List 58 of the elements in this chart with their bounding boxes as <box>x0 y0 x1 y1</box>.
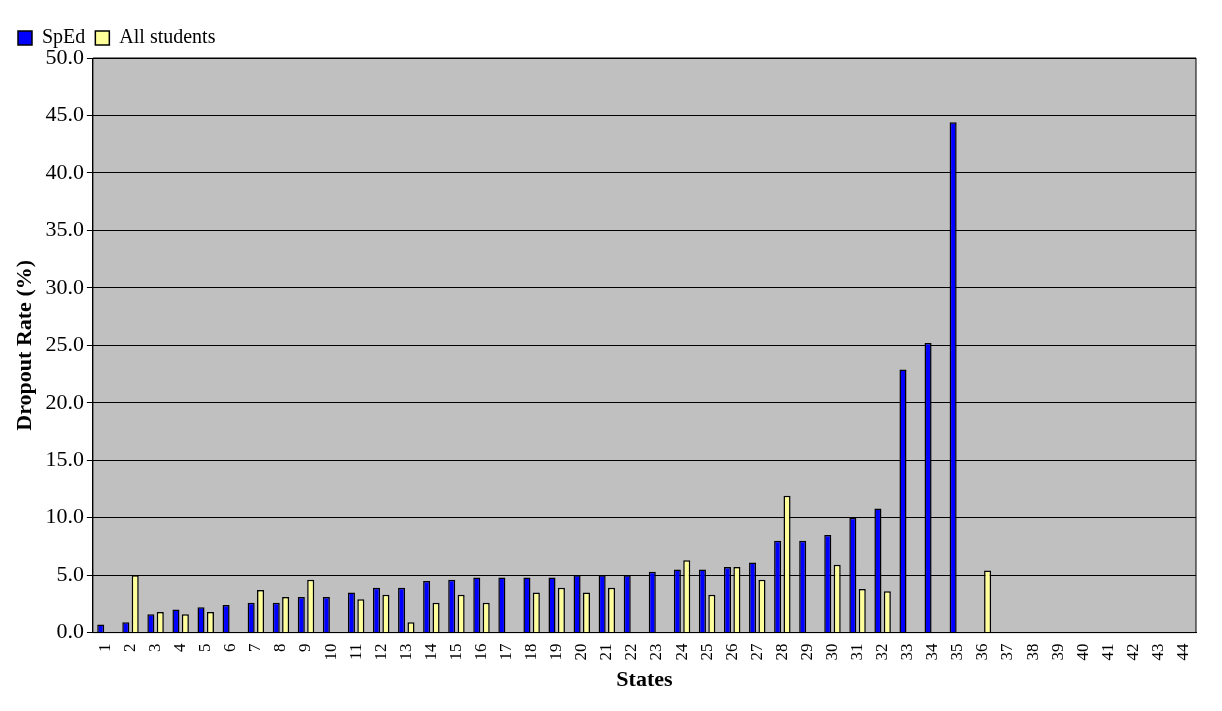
x-tick-label: 9 <box>295 643 315 653</box>
x-tick-label: 18 <box>521 643 541 661</box>
y-tick-label: 40.0 <box>45 158 84 184</box>
x-tick-label: 19 <box>546 643 566 661</box>
x-tick-label: 30 <box>821 643 841 661</box>
x-tick-label: 43 <box>1147 643 1167 661</box>
legend-label: SpEd <box>42 25 86 49</box>
x-tick-label: 24 <box>671 643 691 661</box>
x-tick-label: 10 <box>320 643 340 661</box>
x-tick-label: 14 <box>420 643 440 661</box>
x-tick-label: 20 <box>571 643 591 661</box>
x-tick-label: 22 <box>621 643 641 661</box>
x-tick-label: 37 <box>997 643 1017 661</box>
x-tick-label: 11 <box>345 643 365 660</box>
x-tick-label: 28 <box>771 643 791 661</box>
x-tick-label: 36 <box>972 643 992 661</box>
x-tick-label: 32 <box>872 643 892 661</box>
x-tick-label: 42 <box>1122 643 1142 661</box>
y-tick-label: 25.0 <box>45 331 84 357</box>
x-tick-label: 26 <box>721 643 741 661</box>
y-tick-label: 15.0 <box>45 446 84 471</box>
y-axis-title: Dropout Rate (%) <box>10 259 36 431</box>
x-tick-label: 15 <box>445 643 465 661</box>
x-tick-label: 4 <box>170 643 190 653</box>
x-tick-label: 5 <box>195 643 215 653</box>
y-tick-label: 0.0 <box>56 618 84 644</box>
y-tick-label: 20.0 <box>45 388 84 414</box>
legend-label: All students <box>119 25 216 48</box>
x-tick-label: 41 <box>1097 643 1117 661</box>
x-tick-label: 31 <box>847 643 867 661</box>
x-tick-label: 2 <box>119 643 139 653</box>
x-tick-label: 7 <box>245 643 265 653</box>
y-tick-label: 30.0 <box>45 273 84 299</box>
y-tick-label: 45.0 <box>45 101 84 127</box>
x-tick-label: 16 <box>470 643 490 661</box>
x-axis-title: States <box>616 666 673 692</box>
x-tick-label: 17 <box>496 643 516 661</box>
x-tick-label: 23 <box>646 643 666 661</box>
x-tick-label: 8 <box>270 643 290 653</box>
x-tick-label: 3 <box>145 643 165 653</box>
x-tick-label: 39 <box>1047 643 1067 661</box>
x-tick-label: 21 <box>596 643 616 661</box>
x-tick-label: 13 <box>395 643 415 661</box>
x-tick-label: 12 <box>370 643 390 661</box>
x-tick-label: 6 <box>220 643 240 653</box>
x-tick-label: 1 <box>94 643 114 653</box>
y-tick-label: 35.0 <box>45 216 84 242</box>
x-tick-label: 34 <box>922 643 942 661</box>
x-tick-label: 33 <box>897 643 917 661</box>
x-tick-label: 35 <box>947 643 967 661</box>
y-tick-label: 5.0 <box>56 560 84 586</box>
x-tick-label: 38 <box>1022 643 1042 661</box>
y-tick-label: 10.0 <box>45 503 84 529</box>
x-tick-label: 29 <box>796 643 816 661</box>
x-tick-label: 25 <box>696 643 716 661</box>
x-tick-label: 40 <box>1072 643 1092 661</box>
x-tick-label: 44 <box>1172 643 1192 661</box>
x-tick-label: 27 <box>746 643 766 661</box>
